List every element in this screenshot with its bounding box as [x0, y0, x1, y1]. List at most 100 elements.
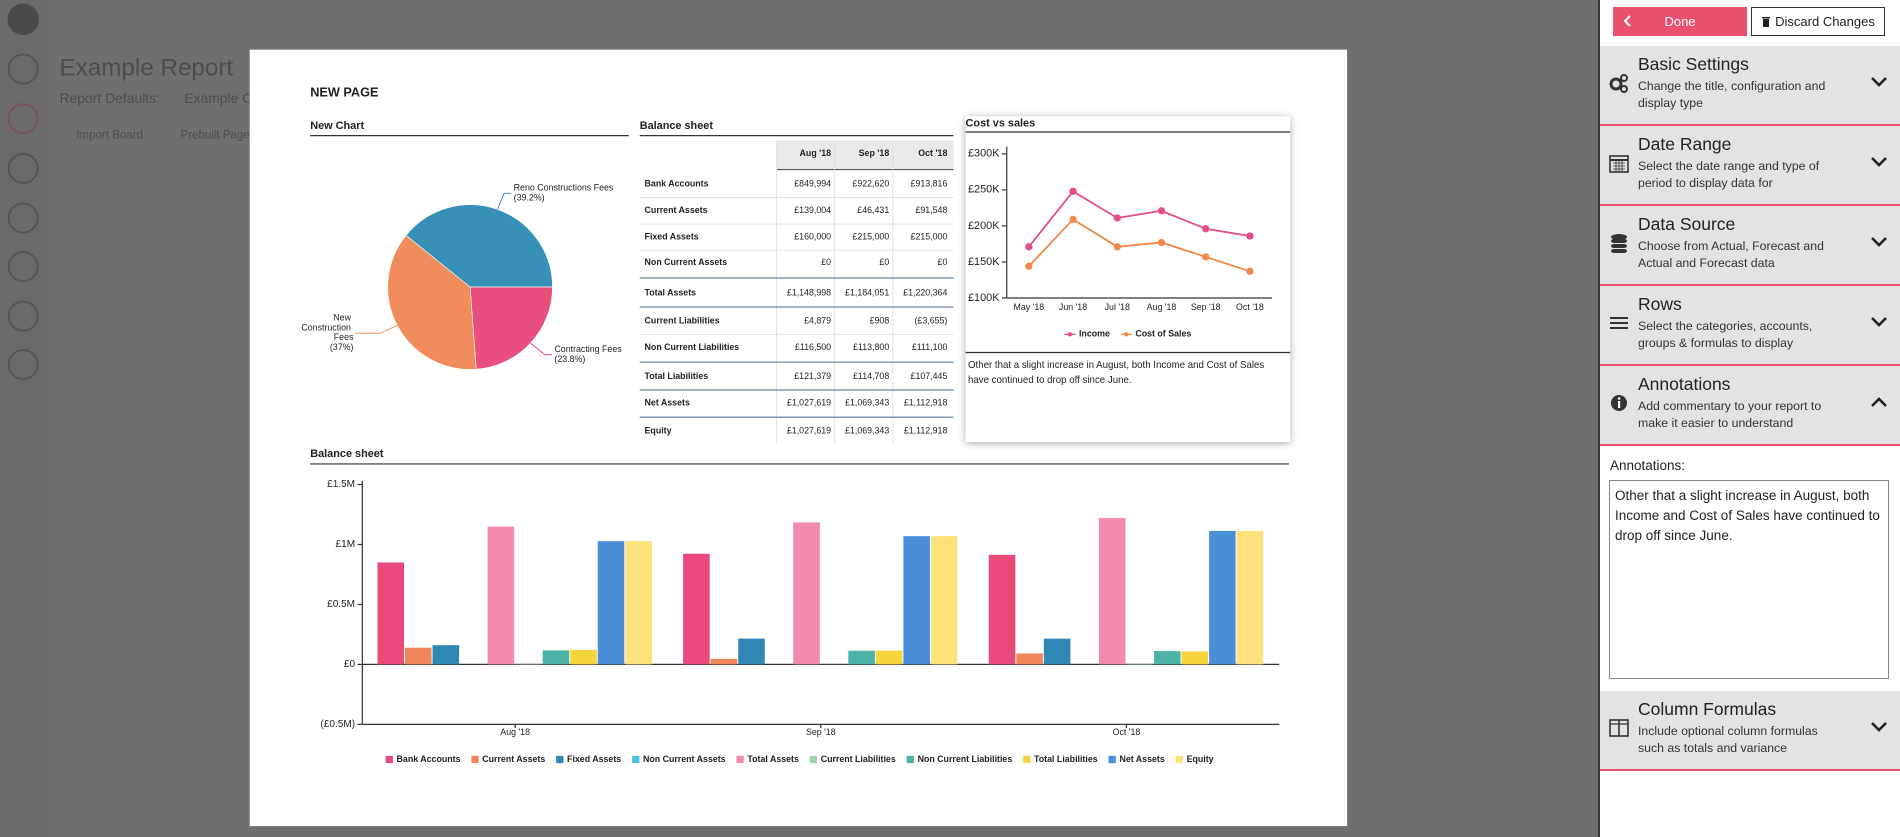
slice-label: Reno Constructions Fees: [514, 183, 614, 193]
chevron: [1871, 317, 1887, 327]
cell: £160,000: [794, 232, 831, 242]
table-header: [776, 140, 954, 170]
legend-label: Total Assets: [747, 754, 799, 764]
legend-marker: [809, 755, 818, 764]
cell: £1,112,918: [904, 398, 948, 408]
legend-label: Total Liabilities: [1034, 754, 1098, 764]
bar: [988, 554, 1016, 665]
row-label: Current Liabilities: [645, 315, 720, 325]
chart-panel: [965, 116, 1291, 443]
data-point: [1025, 243, 1033, 251]
chevron: [1871, 397, 1887, 407]
bar: [793, 522, 820, 665]
chevron: [1871, 157, 1887, 167]
sections: Basic Settings Change the title, configur…: [1600, 46, 1900, 771]
cell: £1,027,619: [787, 398, 831, 408]
y-tick-label: £1M: [336, 539, 356, 550]
bar: [1098, 518, 1126, 665]
pie-slice: [387, 234, 477, 370]
nav-icon[interactable]: [7, 251, 39, 282]
section-icon: [1609, 155, 1629, 173]
settings-section[interactable]: Column Formulas Include optional column f…: [1600, 691, 1900, 771]
slice-value: (39.2%): [514, 193, 545, 203]
bar: [625, 541, 652, 665]
back-icon: [1623, 15, 1631, 27]
legend-marker: [556, 755, 564, 764]
x-tick-label: Sep '18: [1191, 302, 1221, 312]
bar: [875, 650, 903, 665]
nav-icon[interactable]: [7, 103, 39, 135]
column-header: Oct '18: [918, 148, 947, 158]
cell: £908: [870, 315, 890, 325]
x-tick-label: Jul '18: [1105, 302, 1130, 312]
legend-marker: [906, 755, 914, 764]
data-point: [1202, 253, 1210, 261]
nav-icon[interactable]: [7, 202, 39, 234]
done-label: Done: [1664, 14, 1696, 29]
bar: [1236, 530, 1264, 665]
settings-section[interactable]: Date Range Select the date range and type…: [1600, 126, 1900, 206]
section-title: Rows: [1638, 294, 1682, 314]
x-tick-label: Sep '18: [806, 727, 836, 737]
action[interactable]: Import Board: [76, 130, 142, 142]
section-title: Date Range: [1638, 134, 1732, 154]
bar: [515, 663, 542, 665]
x-tick-label: Oct '18: [1236, 302, 1264, 312]
report-area: Example Report Report Defaults: Example …: [7, 3, 1348, 827]
section-icon: [1611, 395, 1627, 411]
nav-icon[interactable]: [7, 152, 39, 184]
data-point: [1202, 225, 1210, 233]
slice-label: New Construction Fees: [301, 313, 354, 342]
y-tick-label: £100K: [968, 292, 1000, 304]
bar: [487, 526, 515, 665]
data-point: [1069, 215, 1077, 224]
legend-label: Bank Accounts: [397, 754, 461, 764]
bar: [1181, 651, 1209, 665]
cell: £113,800: [853, 342, 889, 352]
settings-section[interactable]: Basic Settings Change the title, configur…: [1600, 46, 1900, 126]
bar: [542, 650, 570, 665]
pie-slice: [405, 204, 553, 288]
legend-label: Cost of Sales: [1135, 329, 1191, 339]
y-tick-label: £0: [344, 659, 356, 670]
report-title: Example Report: [60, 54, 234, 81]
slice-value: (23.8%): [554, 354, 585, 364]
chart-title: Cost vs sales: [966, 117, 1036, 129]
discard-button[interactable]: Discard Changes: [1751, 7, 1885, 36]
sidebar: Done Discard Changes Basic Settings Chang…: [1598, 0, 1900, 837]
y-tick-label: £150K: [968, 256, 1000, 268]
chart-title: Balance sheet: [310, 448, 384, 460]
done-button[interactable]: Done: [1613, 7, 1747, 36]
row-label: Equity: [645, 426, 672, 436]
nav-icon[interactable]: [7, 349, 39, 381]
nav-icon[interactable]: [7, 300, 39, 332]
legend: Bank Accounts Current Assets Fixed Assets N…: [385, 754, 1214, 764]
chevron: [1871, 77, 1887, 87]
nav-icon[interactable]: [7, 53, 39, 85]
chart-title: New Chart: [310, 120, 364, 132]
settings-section[interactable]: Data Source Choose from Actual, Forecast …: [1600, 206, 1900, 286]
section-title: Annotations: [1638, 374, 1731, 394]
settings-section[interactable]: Rows Select the categories, accounts, gro…: [1600, 286, 1900, 366]
defaults-value: Example C: [184, 90, 252, 106]
bar: [1153, 651, 1181, 665]
legend-label: Non Current Assets: [643, 754, 726, 764]
section-description: Choose from Actual, Forecast and Actual …: [1638, 239, 1824, 270]
y-tick-label: (£0.5M): [320, 719, 355, 730]
annotations-input[interactable]: Other that a slight increase in August, …: [1609, 480, 1889, 679]
column-header: Sep '18: [859, 148, 890, 158]
cell: £913,816: [911, 178, 948, 188]
row-label: Net Assets: [645, 398, 690, 408]
table-title: Balance sheet: [640, 120, 714, 132]
x-tick-label: Jun '18: [1059, 302, 1087, 312]
data-point: [1246, 232, 1254, 240]
settings-section[interactable]: Annotations Add commentary to your report…: [1600, 366, 1900, 446]
page-title: NEW PAGE: [310, 85, 378, 100]
action[interactable]: Prebuilt Page: [181, 130, 250, 142]
row-label: Total Liabilities: [645, 371, 709, 381]
row-label: Fixed Assets: [645, 232, 699, 242]
cell: £922,620: [852, 178, 889, 188]
row-label: Non Current Assets: [645, 257, 728, 267]
y-tick-label: £250K: [968, 184, 1000, 196]
